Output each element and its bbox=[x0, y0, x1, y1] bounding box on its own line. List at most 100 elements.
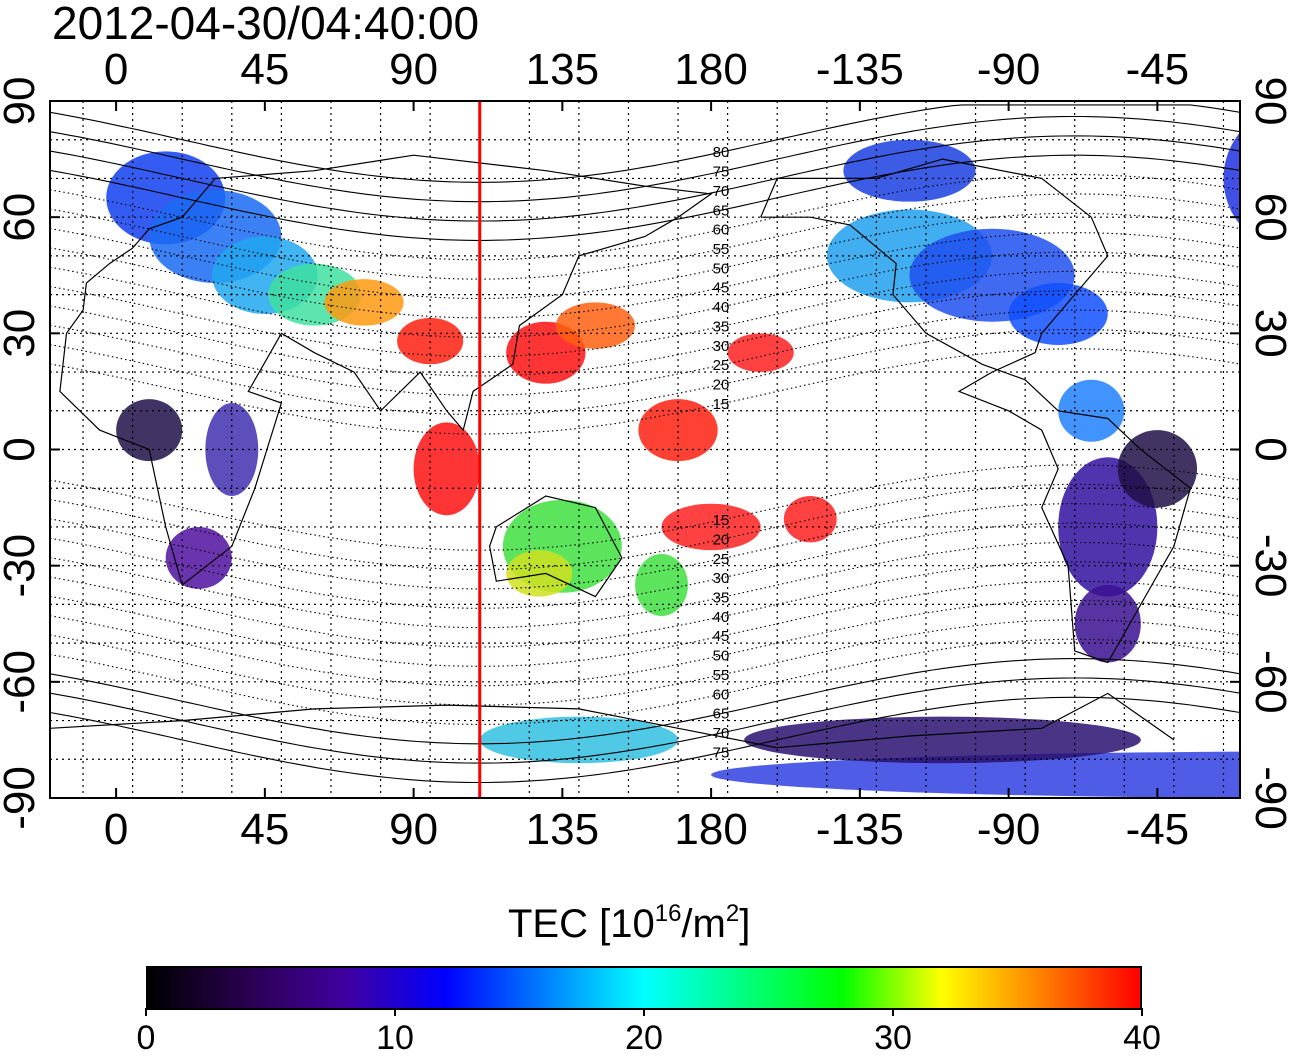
top-lon-label: -90 bbox=[977, 45, 1041, 94]
magnetic-contour bbox=[50, 677, 1240, 764]
magnetic-contour bbox=[50, 561, 1240, 648]
tec-patch bbox=[1058, 379, 1125, 442]
top-lon-label: 45 bbox=[240, 45, 289, 94]
left-lat-label: 60 bbox=[0, 193, 44, 242]
colorbar-tick bbox=[643, 1008, 645, 1016]
contour-label: 60 bbox=[713, 222, 730, 239]
magnetic-contour bbox=[50, 232, 1240, 319]
magnetic-contour bbox=[50, 483, 1240, 571]
magnetic-contour bbox=[50, 522, 1240, 609]
colorbar-title: TEC [1016/m2] bbox=[508, 900, 751, 947]
right-lat-label: 0 bbox=[1246, 437, 1292, 461]
contour-label: 60 bbox=[713, 686, 730, 703]
magnetic-contour bbox=[50, 174, 1240, 261]
contour-label: 40 bbox=[713, 609, 730, 626]
left-lat-label: 90 bbox=[0, 77, 44, 126]
tec-patch bbox=[506, 550, 573, 597]
coastline bbox=[760, 158, 1192, 664]
bottom-lon-label: 0 bbox=[104, 805, 128, 854]
contour-labels: 80 75 70 65 60 55 50 45 40 35 30 25 20 15 15 20 25 30 35 40… bbox=[713, 144, 730, 761]
colorbar-tick bbox=[1141, 1008, 1143, 1016]
top-lon-label: -45 bbox=[1126, 45, 1190, 94]
coastline bbox=[488, 495, 623, 598]
magnetic-contour bbox=[50, 154, 1240, 241]
bottom-lon-label: 90 bbox=[389, 805, 438, 854]
bottom-lon-label: -90 bbox=[977, 805, 1041, 854]
left-lat-label: -60 bbox=[0, 650, 44, 714]
top-lon-label: 90 bbox=[389, 45, 438, 94]
magnetic-latitude-contours bbox=[50, 104, 1240, 784]
bottom-lon-label: 180 bbox=[674, 805, 747, 854]
tec-patch bbox=[1223, 132, 1240, 225]
tec-patch bbox=[479, 716, 679, 764]
magnetic-contour bbox=[50, 503, 1240, 590]
tec-patch bbox=[783, 495, 837, 543]
contour-label: 50 bbox=[713, 648, 730, 665]
left-lat-label: 30 bbox=[0, 309, 44, 358]
colorbar-tick bbox=[892, 1008, 894, 1016]
contour-label: 25 bbox=[713, 357, 730, 374]
tec-patch bbox=[413, 422, 480, 516]
magnetic-contour bbox=[50, 464, 1240, 551]
right-lat-label: -90 bbox=[1246, 766, 1292, 830]
right-lat-label: 30 bbox=[1246, 309, 1292, 358]
contour-label: 55 bbox=[713, 667, 730, 684]
top-lon-label: -135 bbox=[816, 45, 904, 94]
contour-label: 25 bbox=[713, 551, 730, 568]
contour-label: 75 bbox=[713, 744, 730, 761]
bottom-lon-label: 135 bbox=[526, 805, 599, 854]
magnetic-contour bbox=[50, 328, 1240, 416]
top-lon-label: 180 bbox=[674, 45, 747, 94]
tec-patch bbox=[635, 554, 688, 617]
contour-label: 40 bbox=[713, 299, 730, 316]
magnetic-contour bbox=[50, 251, 1240, 338]
tec-patch bbox=[1074, 585, 1141, 663]
contour-label: 45 bbox=[713, 280, 730, 297]
axis-ticks bbox=[50, 100, 1240, 799]
coastline bbox=[50, 692, 1175, 798]
left-lat-label: 0 bbox=[0, 437, 44, 461]
colorbar-tick bbox=[394, 1008, 396, 1016]
contour-label: 75 bbox=[713, 164, 730, 181]
bottom-lon-label: -45 bbox=[1126, 805, 1190, 854]
magnetic-contour bbox=[50, 638, 1240, 725]
magnetic-contour bbox=[50, 193, 1240, 280]
top-lon-label: 135 bbox=[526, 45, 599, 94]
colorbar-tick bbox=[145, 1008, 147, 1016]
colorbar-label: 30 bbox=[874, 1019, 912, 1057]
colorbar bbox=[146, 966, 1142, 1010]
magnetic-contour bbox=[50, 619, 1240, 706]
magnetic-contour bbox=[50, 104, 1240, 183]
contour-label: 70 bbox=[713, 183, 730, 200]
map-title: 2012-04-30/04:40:00 bbox=[52, 0, 480, 49]
left-lat-label: -90 bbox=[0, 766, 44, 830]
magnetic-contour bbox=[50, 541, 1240, 629]
magnetic-contour bbox=[50, 135, 1240, 222]
left-latitude-labels: 90 60 30 0 -30 -60 -90 bbox=[0, 77, 44, 830]
magnetic-contour bbox=[50, 290, 1240, 377]
right-lat-label: -30 bbox=[1246, 534, 1292, 598]
contour-label: 65 bbox=[713, 706, 730, 723]
right-lat-label: 60 bbox=[1246, 193, 1292, 242]
contour-label: 30 bbox=[713, 338, 730, 355]
magnetic-contour bbox=[50, 115, 1240, 203]
top-lon-label: 0 bbox=[104, 45, 128, 94]
magnetic-contour bbox=[50, 270, 1240, 358]
contour-label: 65 bbox=[713, 202, 730, 219]
bottom-lon-label: 45 bbox=[240, 805, 289, 854]
bottom-longitude-labels: 0 45 90 135 180 -135 -90 -45 bbox=[104, 805, 1189, 854]
right-lat-label: 90 bbox=[1246, 77, 1292, 126]
bottom-lon-label: -135 bbox=[816, 805, 904, 854]
top-longitude-labels: 0 45 90 135 180 -135 -90 -45 bbox=[104, 45, 1189, 94]
tec-patch bbox=[324, 279, 404, 326]
magnetic-contour bbox=[50, 658, 1240, 745]
contour-label: 70 bbox=[713, 725, 730, 742]
contour-label: 55 bbox=[713, 241, 730, 258]
contour-label: 30 bbox=[713, 570, 730, 587]
colorbar-label: 20 bbox=[625, 1019, 663, 1057]
colorbar-label: 40 bbox=[1123, 1019, 1161, 1057]
tec-patch bbox=[165, 526, 232, 589]
contour-label: 15 bbox=[713, 396, 730, 413]
contour-label: 20 bbox=[713, 531, 730, 548]
